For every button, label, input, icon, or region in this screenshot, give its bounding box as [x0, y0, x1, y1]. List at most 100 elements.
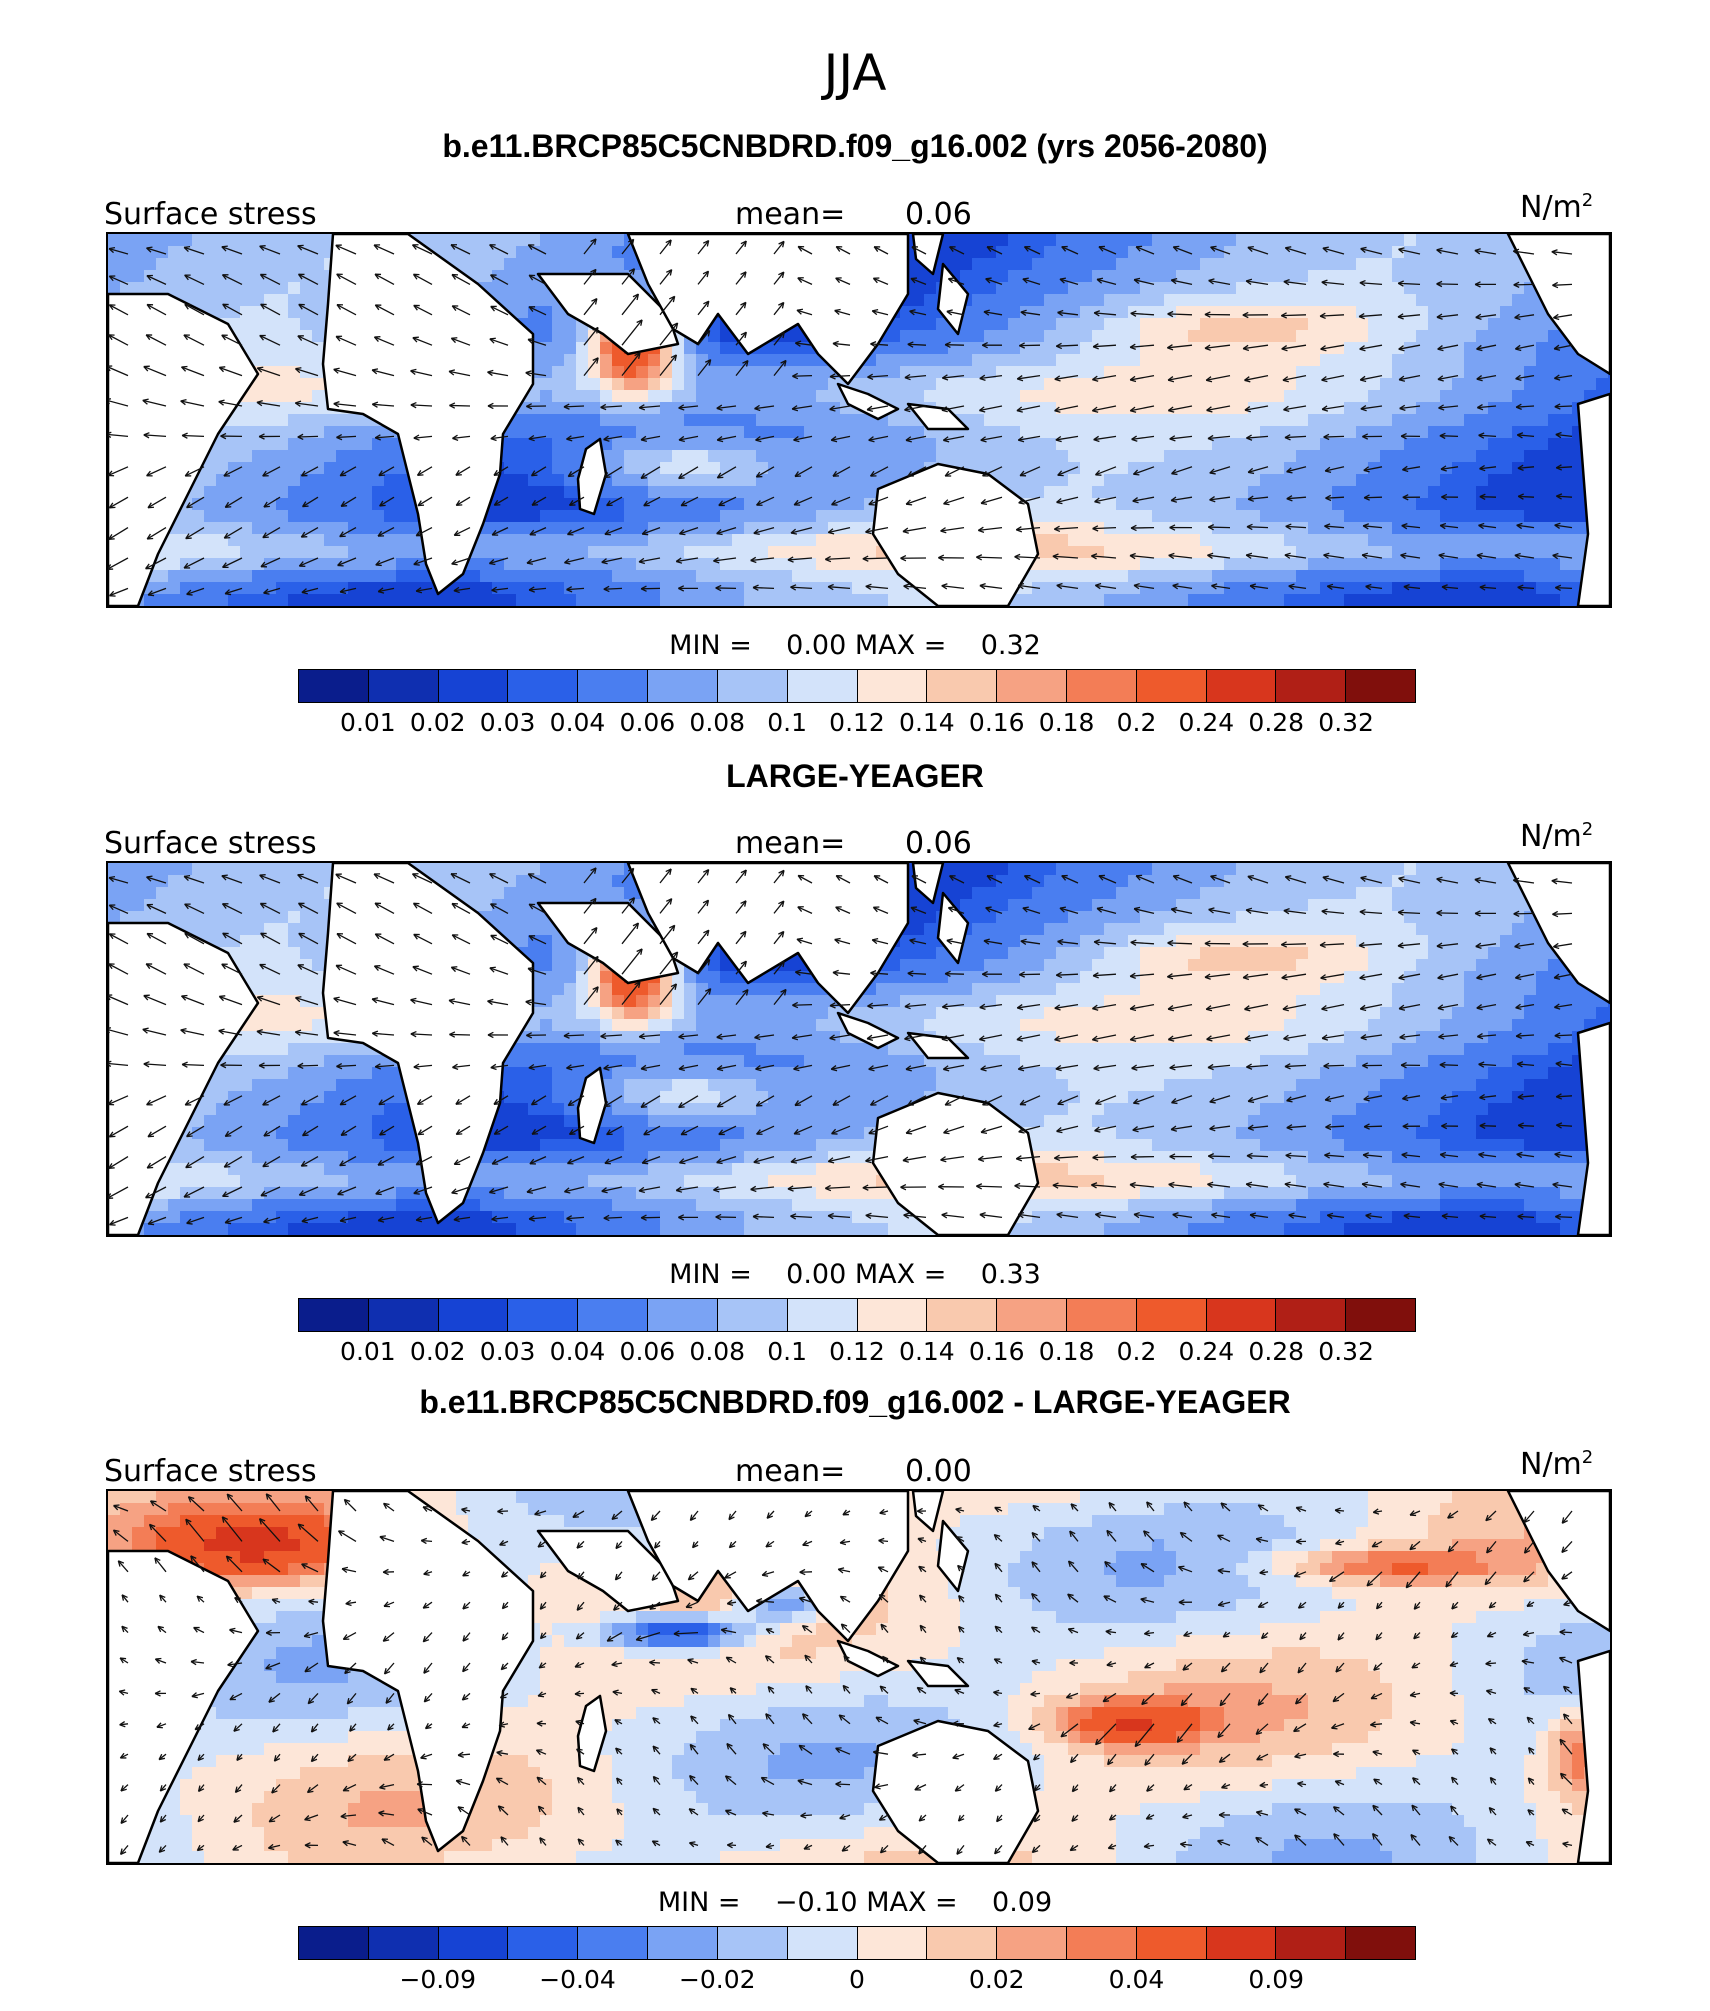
panel-2-colorbar-tick: 0.01 — [340, 1337, 396, 1366]
panel-2-min-value: 0.00 — [786, 1259, 847, 1290]
panel-3-colorbar-tick: −0.09 — [399, 1965, 477, 1994]
landmass — [871, 1091, 1040, 1235]
panel-1-colorbar-box — [1066, 670, 1137, 702]
panel-2-colorbar-tick: 0.04 — [549, 1337, 606, 1366]
landmass — [536, 272, 680, 356]
panel-1-colorbar-box — [787, 670, 858, 702]
panel-2-colorbar-box — [717, 1299, 788, 1331]
panel-3-colorbar-tick: 0 — [849, 1965, 865, 1994]
panel-2-colorbar-tick: 0.14 — [899, 1337, 955, 1366]
landmass — [576, 1694, 608, 1773]
panel-3-mean-label: mean= — [735, 1454, 846, 1489]
panel-1-colorbar-tick: 0.04 — [549, 708, 606, 737]
panel-1-colorbar-box — [648, 670, 718, 702]
panel-1-map-svg — [108, 234, 1610, 606]
panel-1-colorbar-tick: 0.2 — [1116, 708, 1157, 737]
landmass — [536, 1529, 680, 1613]
panel-1-colorbar-box — [299, 670, 369, 702]
panel-2-colorbar-tick: 0.28 — [1248, 1337, 1305, 1366]
panel-2-left-label: Surface stress — [104, 826, 317, 861]
panel-2-colorbar-tick: 0.08 — [689, 1337, 746, 1366]
panel-2-colorbar-tick: 0.1 — [767, 1337, 808, 1366]
panel-2-title: LARGE-YEAGER — [726, 758, 984, 794]
panel-1-colorbar-tick: 0.18 — [1038, 708, 1095, 737]
panel-2-colorbar-box — [438, 1299, 509, 1331]
panel-1-minmax: MIN = 0.00 MAX = 0.32 — [0, 630, 1710, 661]
panel-1-colorbar-box — [368, 670, 439, 702]
panel-3-colorbar-box — [438, 1927, 509, 1959]
panel-2-minmax: MIN = 0.00 MAX = 0.33 — [0, 1259, 1710, 1290]
panel-1-colorbar-tick: 0.14 — [899, 708, 955, 737]
panel-1-colorbar-tick: 0.03 — [479, 708, 536, 737]
landmass — [1576, 392, 1610, 606]
landmass — [576, 437, 608, 516]
panel-2-colorbar-tick: 0.32 — [1318, 1337, 1374, 1366]
panel-2-colorbar-tick: 0.2 — [1116, 1337, 1157, 1366]
panel-1-colorbar-box — [1346, 670, 1415, 702]
panel-3-colorbar-tick: 0.02 — [968, 1965, 1025, 1994]
landmass — [1506, 234, 1610, 376]
panel-2-colorbar-box — [508, 1299, 579, 1331]
panel-1-colorbar-tick: 0.24 — [1178, 708, 1235, 737]
panel-3-colorbar-box — [299, 1927, 369, 1959]
panel-2-colorbar-box — [1136, 1299, 1207, 1331]
panel-3-colorbar-box — [1066, 1927, 1137, 1959]
panel-1-colorbar-tick: 0.08 — [689, 708, 746, 737]
panel-3-map-svg — [108, 1491, 1610, 1863]
panel-3-colorbar-box — [857, 1927, 928, 1959]
panel-2-colorbar-box — [1206, 1299, 1277, 1331]
landmass — [1506, 863, 1610, 1005]
panel-1-colorbar-box — [997, 670, 1067, 702]
panel-1-min-label: MIN = — [669, 630, 752, 661]
panel-1-colorbar-box — [508, 670, 579, 702]
panel-3-max-value: 0.09 — [992, 1887, 1053, 1918]
panel-2-mean-label: mean= — [735, 826, 846, 861]
panel-2-colorbar-box — [927, 1299, 998, 1331]
panel-1-max-label: MAX = — [854, 630, 947, 661]
panel-1-min-value: 0.00 — [786, 630, 847, 661]
landmass — [108, 292, 260, 606]
landmass — [936, 891, 970, 965]
panel-1-colorbar-box — [1276, 670, 1347, 702]
panel-1-colorbar-tick: 0.12 — [829, 708, 885, 737]
panel-3-colorbar-tick: 0.04 — [1108, 1965, 1165, 1994]
panel-1-colorbar-box — [1136, 670, 1207, 702]
panel-3-colorbar-box — [368, 1927, 439, 1959]
panel-2-colorbar-box — [578, 1299, 649, 1331]
panel-2-map — [106, 861, 1612, 1237]
panel-3-colorbar-tick: 0.09 — [1248, 1965, 1305, 1994]
landmass — [836, 1011, 900, 1050]
landmass — [936, 262, 970, 336]
panel-1-colorbar-box — [1206, 670, 1277, 702]
panel-3-stress-vectors — [112, 1493, 1573, 1855]
panel-3-colorbar-box — [997, 1927, 1067, 1959]
panel-1-colorbar-tick: 0.02 — [409, 708, 466, 737]
panel-3-map — [106, 1489, 1612, 1865]
panel-3-colorbar-tick: −0.02 — [678, 1965, 756, 1994]
panel-2-colorbar-tick: 0.03 — [479, 1337, 536, 1366]
landmass — [871, 462, 1040, 606]
panel-3-colorbar-tick: −0.04 — [539, 1965, 616, 1994]
panel-2-colorbar-box — [1346, 1299, 1415, 1331]
panel-1-mean-value: 0.06 — [905, 197, 972, 232]
panel-1-map — [106, 232, 1612, 608]
panel-2-colorbar-tick: 0.06 — [619, 1337, 676, 1366]
panel-3-colorbar-box — [508, 1927, 579, 1959]
landmass — [321, 863, 535, 1225]
landmass — [536, 901, 680, 985]
figure-title: JJA — [823, 44, 887, 102]
panel-1-colorbar-box — [578, 670, 649, 702]
panel-1-max-value: 0.32 — [980, 630, 1041, 661]
landmass — [1576, 1021, 1610, 1235]
landmass — [108, 1549, 260, 1863]
panel-3-minmax: MIN = −0.10 MAX = 0.09 — [0, 1887, 1710, 1918]
panel-2-stress-vectors — [108, 867, 1573, 1226]
panel-1-colorbar-tick: 0.01 — [340, 708, 396, 737]
panel-3-colorbar-box — [927, 1927, 998, 1959]
landmass — [1576, 1649, 1610, 1863]
panel-2-colorbar-tick: 0.24 — [1178, 1337, 1235, 1366]
panel-1-title: b.e11.BRCP85C5CNBDRD.f09_g16.002 (yrs 20… — [442, 128, 1268, 164]
landmass — [906, 1031, 970, 1060]
panel-3-colorbar-box — [1346, 1927, 1415, 1959]
panel-1-colorbar-box — [857, 670, 928, 702]
